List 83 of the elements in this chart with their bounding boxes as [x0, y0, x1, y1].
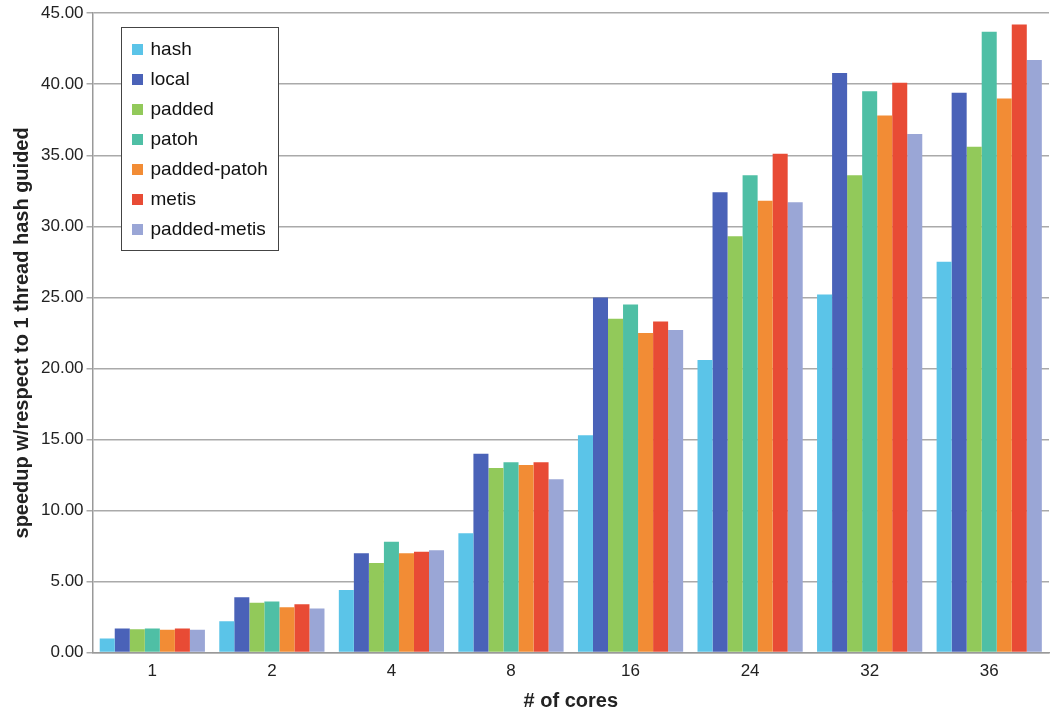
x-tick-label: 4	[386, 661, 397, 681]
bar	[668, 330, 684, 652]
y-tick-label: 40.00	[40, 73, 84, 93]
bar	[279, 607, 295, 652]
bar	[951, 92, 967, 652]
bar	[623, 304, 639, 652]
legend-label: patoh	[150, 128, 199, 151]
bar	[533, 462, 549, 652]
bar	[518, 465, 534, 652]
y-tick-label: 15.00	[40, 429, 84, 449]
bar	[144, 628, 160, 652]
y-tick-label: 25.00	[40, 287, 84, 307]
x-tick-label: 16	[621, 661, 641, 681]
bar	[413, 551, 430, 652]
bar	[638, 332, 654, 652]
bar	[189, 629, 205, 652]
bar	[548, 479, 564, 652]
bar	[338, 590, 354, 652]
bar	[368, 563, 384, 652]
bar	[847, 175, 863, 652]
y-tick-label: 45.00	[40, 2, 84, 22]
y-tick-label: 10.00	[40, 500, 84, 520]
bar	[159, 629, 175, 652]
bar	[309, 608, 325, 652]
bar	[832, 72, 848, 652]
bar	[294, 604, 310, 652]
y-tick-label: 5.00	[50, 571, 84, 591]
bar	[966, 146, 982, 652]
y-tick-label: 0.00	[50, 642, 84, 662]
bar	[458, 533, 474, 652]
bar	[114, 628, 130, 652]
bar	[996, 98, 1012, 652]
legend-label: local	[150, 68, 190, 91]
x-tick-label: 32	[860, 661, 880, 681]
bar	[608, 318, 624, 652]
bar	[577, 435, 593, 652]
bar	[219, 621, 235, 652]
legend-label: padded	[150, 98, 214, 121]
x-axis-title: # of cores	[523, 688, 619, 711]
bar	[817, 294, 833, 652]
bar	[892, 82, 908, 652]
bar	[787, 202, 803, 652]
x-tick-label: 1	[147, 661, 158, 681]
bar	[383, 541, 399, 652]
legend-label: hash	[150, 38, 192, 61]
bar	[1026, 60, 1042, 652]
y-tick-label: 35.00	[40, 144, 84, 164]
bar	[907, 133, 923, 652]
bar	[99, 638, 115, 652]
bar	[174, 628, 190, 652]
bar	[757, 200, 773, 652]
x-tick-label: 2	[267, 661, 277, 681]
x-tick-label: 36	[979, 661, 999, 681]
bar	[772, 153, 788, 652]
bar	[742, 175, 758, 652]
bar	[429, 550, 445, 652]
bar	[653, 321, 669, 652]
bar	[592, 297, 608, 652]
bar	[712, 192, 728, 652]
bar	[398, 553, 414, 652]
legend-label: padded-metis	[150, 218, 266, 241]
bar	[264, 601, 280, 652]
x-tick-label: 8	[506, 661, 516, 681]
bar	[234, 597, 250, 652]
legend-label: metis	[150, 188, 196, 211]
x-tick-label: 24	[740, 661, 760, 681]
bar	[697, 359, 713, 652]
bar	[473, 453, 489, 652]
bar	[1011, 24, 1027, 652]
bar	[981, 31, 997, 652]
bar	[353, 553, 369, 652]
bar	[503, 462, 519, 652]
bar	[877, 115, 893, 652]
bar	[936, 261, 952, 652]
y-tick-label: 30.00	[40, 216, 84, 236]
bar	[862, 91, 878, 652]
legend-label: padded-patoh	[150, 158, 268, 181]
bar	[249, 602, 265, 652]
y-tick-label: 20.00	[40, 358, 84, 378]
bar	[129, 629, 145, 652]
bar	[727, 236, 743, 652]
y-axis-title: speedup w/respect to 1 thread hash guided	[9, 127, 32, 539]
bar	[488, 467, 504, 652]
